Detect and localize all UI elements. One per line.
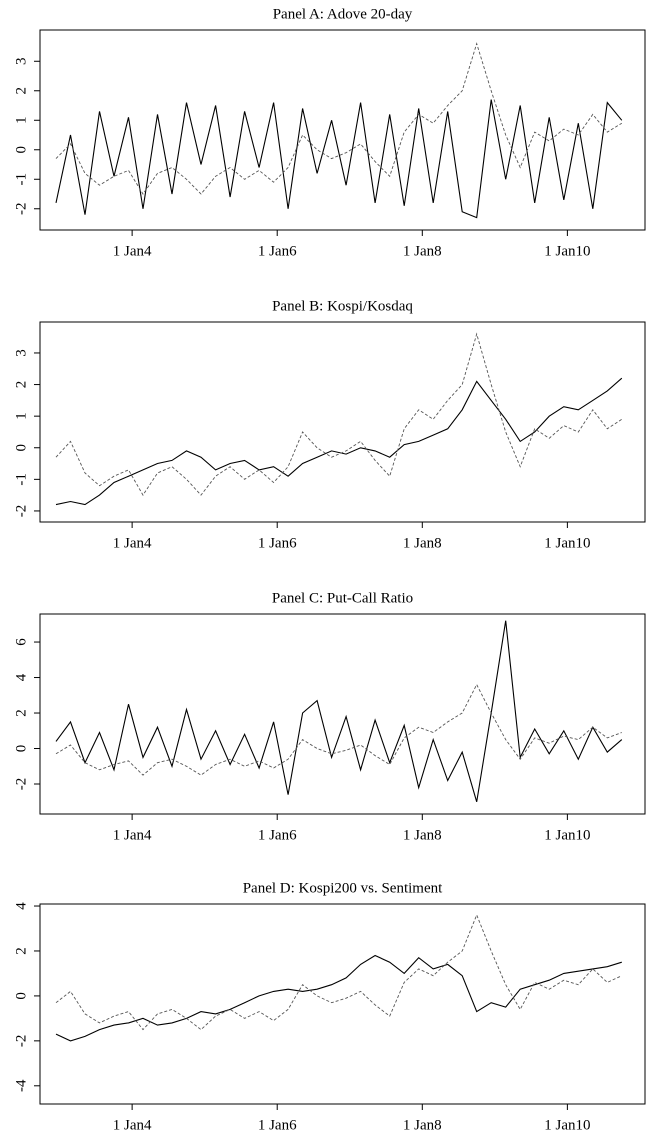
y-tick-label: 2 (13, 709, 29, 717)
y-tick-label: 2 (13, 381, 29, 389)
x-tick-label: 1 Jan6 (258, 1117, 297, 1133)
series-line (55, 620, 623, 802)
y-tick-label: 0 (13, 992, 29, 1000)
series-line (55, 913, 622, 1031)
y-tick-label: 3 (13, 58, 29, 65)
y-tick-label: -2 (13, 203, 29, 216)
x-tick-label: 1 Jan4 (113, 535, 152, 551)
series-line (55, 99, 623, 219)
y-tick-label: 2 (13, 87, 29, 95)
series-line (55, 683, 622, 776)
y-tick-label: 2 (13, 947, 29, 955)
x-tick-label: 1 Jan6 (258, 535, 297, 551)
y-tick-label: -1 (13, 473, 29, 486)
x-tick-label: 1 Jan10 (544, 535, 590, 551)
x-tick-label: 1 Jan10 (544, 243, 590, 259)
panel-title: Panel B: Kospi/Kosdaq (272, 298, 413, 314)
series-line (55, 42, 623, 195)
panel-title: Panel A: Adove 20-day (273, 6, 413, 22)
series-line (55, 332, 623, 496)
x-tick-label: 1 Jan4 (113, 1117, 152, 1133)
y-tick-label: 4 (13, 673, 29, 681)
series-line (55, 954, 622, 1042)
series-line (55, 377, 623, 506)
y-tick-label: 1 (13, 412, 29, 420)
x-tick-label: 1 Jan8 (403, 535, 442, 551)
x-tick-label: 1 Jan8 (403, 827, 442, 843)
y-tick-label: -2 (13, 778, 29, 791)
x-tick-label: 1 Jan8 (403, 1117, 442, 1133)
y-tick-label: -2 (13, 505, 29, 517)
x-tick-label: 1 Jan6 (258, 243, 297, 259)
y-tick-label: 6 (13, 638, 29, 646)
x-tick-label: 1 Jan4 (113, 827, 152, 843)
y-tick-label: 1 (13, 117, 29, 125)
plot-frame (39, 613, 646, 815)
y-tick-label: -2 (13, 1035, 29, 1048)
plot-frame (39, 321, 646, 523)
y-tick-label: 0 (13, 146, 29, 154)
panel-title: Panel C: Put-Call Ratio (272, 590, 413, 606)
plot-frame (39, 29, 646, 231)
y-tick-label: 0 (13, 444, 29, 452)
y-tick-label: 4 (13, 902, 29, 910)
x-tick-label: 1 Jan10 (544, 1117, 590, 1133)
y-tick-label: -1 (13, 173, 29, 186)
plot-frame (39, 903, 646, 1105)
panel-title: Panel D: Kospi200 vs. Sentiment (243, 880, 443, 896)
x-tick-label: 1 Jan4 (113, 243, 152, 259)
x-tick-label: 1 Jan10 (544, 827, 590, 843)
x-tick-label: 1 Jan6 (258, 827, 297, 843)
x-tick-label: 1 Jan8 (403, 243, 442, 259)
y-tick-label: 3 (13, 349, 29, 357)
y-tick-label: -4 (13, 1079, 29, 1092)
y-tick-label: 0 (13, 745, 29, 753)
